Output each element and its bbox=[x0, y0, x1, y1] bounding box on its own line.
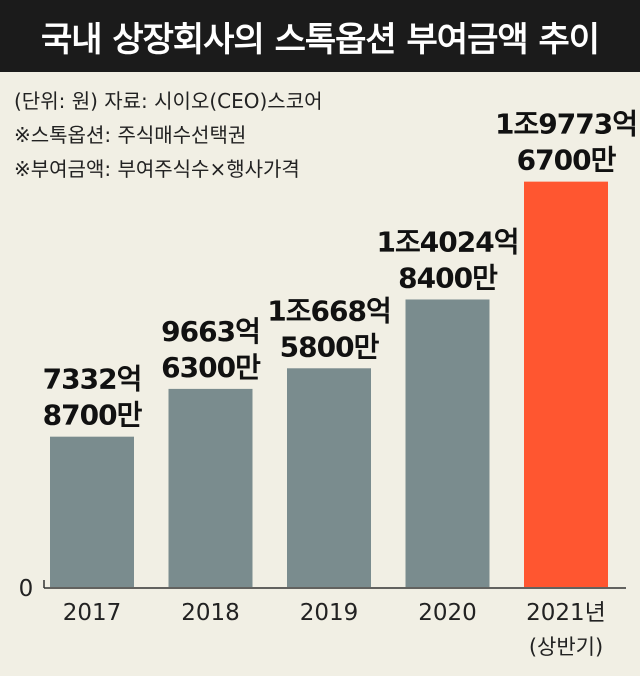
y-axis-zero-label: 0 bbox=[19, 576, 34, 602]
x-tick-label-2020: 2020 bbox=[418, 600, 477, 626]
grant-amount-definition-note: ※부여금액: 부여주식수×행사가격 bbox=[14, 157, 300, 181]
bar-2020 bbox=[405, 299, 490, 587]
bar-2017 bbox=[50, 436, 134, 587]
x-tick-label-2019: 2019 bbox=[300, 600, 359, 626]
chart-title: 국내 상장회사의 스톡옵션 부여금액 추이 bbox=[0, 0, 640, 72]
value-label-2021년-line2: 6700만 bbox=[517, 144, 617, 177]
chart-notes: (단위: 원) 자료: 시이오(CEO)스코어 ※스톡옵션: 주식매수선택권 ※… bbox=[14, 84, 323, 186]
value-label-2018-line2: 6300만 bbox=[161, 351, 261, 384]
x-tick-sublabel-2021년: (상반기) bbox=[529, 635, 603, 659]
x-tick-label-2018: 2018 bbox=[181, 600, 240, 626]
bar-2019 bbox=[287, 368, 371, 587]
axis-group: 0 bbox=[19, 576, 626, 602]
x-tick-labels-group: 2017 2018 2019 2020 2021년 (상반기) bbox=[63, 600, 606, 659]
bar-2018 bbox=[168, 388, 253, 587]
value-label-2021년-line1: 1조9773억 bbox=[495, 108, 637, 141]
value-label-2019-line1: 1조668억 bbox=[267, 294, 390, 327]
bar-2021년 bbox=[524, 181, 608, 587]
value-label-2020-line1: 1조4024억 bbox=[377, 225, 519, 258]
value-label-2017-line1: 7332억 bbox=[43, 363, 142, 396]
value-label-2019-line2: 5800만 bbox=[280, 330, 380, 363]
x-tick-label-2017: 2017 bbox=[63, 600, 122, 626]
x-tick-label-2021년: 2021년 bbox=[526, 600, 606, 626]
value-label-2020-line2: 8400만 bbox=[398, 261, 498, 294]
bars-group bbox=[50, 181, 608, 587]
value-label-2018-line1: 9663억 bbox=[161, 315, 260, 348]
value-label-2017-line2: 8700만 bbox=[43, 399, 143, 432]
stock-option-definition-note: ※스톡옵션: 주식매수선택권 bbox=[14, 123, 247, 147]
unit-source-note: (단위: 원) 자료: 시이오(CEO)스코어 bbox=[14, 89, 323, 113]
